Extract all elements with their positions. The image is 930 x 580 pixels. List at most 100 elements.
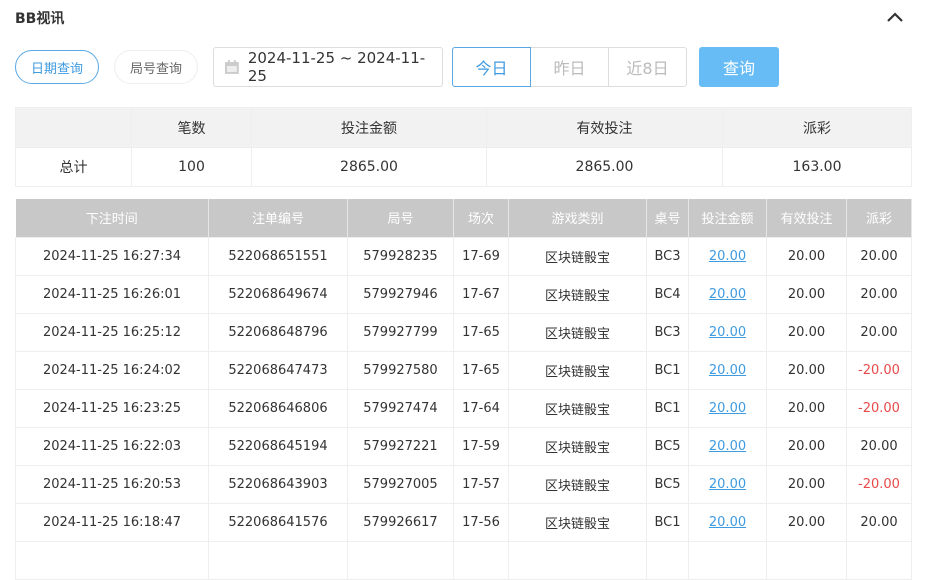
table-cell: 2024-11-25 16:25:12 (15, 312, 209, 352)
table-cell: 522068651551 (208, 236, 348, 276)
table-cell: -20.00 (846, 350, 912, 390)
table-cell: BC1 (646, 350, 689, 390)
table-cell: 20.00 (846, 312, 912, 352)
bet-amount-link[interactable]: 20.00 (708, 400, 747, 416)
table-row: 2024-11-25 16:23:25 522068646806 579927474… (15, 388, 912, 428)
table-cell: 17-56 (453, 502, 509, 542)
table-cell: 区块链骰宝 (508, 426, 647, 466)
table-cell: 区块链骰宝 (508, 388, 647, 428)
table-cell: 20.00 (766, 426, 847, 466)
table-cell: -20.00 (846, 388, 912, 428)
query-button[interactable]: 查询 (699, 47, 779, 87)
chevron-up-icon[interactable] (884, 8, 906, 26)
table-cell: 2024-11-25 16:22:03 (15, 426, 209, 466)
bet-amount-link[interactable]: 20.00 (708, 438, 747, 454)
column-header: 游戏类别 (508, 199, 647, 237)
column-header: 派彩 (846, 199, 912, 237)
bet-amount-link[interactable]: 20.00 (708, 286, 747, 302)
table-row (15, 540, 912, 580)
table-cell: 522068645194 (208, 426, 348, 466)
table-cell: 20.00 (766, 274, 847, 314)
table-cell: 20.00 (688, 426, 767, 466)
table-cell: 20.00 (766, 236, 847, 276)
table-cell (646, 540, 689, 580)
today-button[interactable]: 今日 (452, 47, 531, 87)
table-cell: 2024-11-25 16:26:01 (15, 274, 209, 314)
table-cell: 17-57 (453, 464, 509, 504)
table-cell: 579928235 (347, 236, 454, 276)
table-row: 2024-11-25 16:27:34 522068651551 579928235… (15, 236, 912, 276)
summary-cell: 2865.00 (486, 147, 723, 187)
table-cell: 20.00 (766, 388, 847, 428)
bet-amount-link[interactable]: 20.00 (708, 362, 747, 378)
table-cell: 17-65 (453, 312, 509, 352)
summary-header (15, 107, 132, 148)
calendar-icon (224, 60, 239, 74)
table-cell: 522068649674 (208, 274, 348, 314)
column-header: 注单编号 (208, 199, 348, 237)
column-header: 桌号 (646, 199, 689, 237)
column-header: 局号 (347, 199, 454, 237)
table-cell: BC5 (646, 426, 689, 466)
table-cell: 17-64 (453, 388, 509, 428)
table-row: 2024-11-25 16:22:03 522068645194 579927221… (15, 426, 912, 466)
table-cell: 区块链骰宝 (508, 312, 647, 352)
table-cell (766, 540, 847, 580)
table-cell: 20.00 (846, 502, 912, 542)
summary-header: 笔数 (131, 107, 252, 148)
summary-table: 笔数 投注金额 有效投注 派彩 总计 100 2865.00 2865.00 163.00 (15, 107, 912, 187)
table-cell (508, 540, 647, 580)
bet-amount-link[interactable]: 20.00 (708, 324, 747, 340)
table-cell: 522068647473 (208, 350, 348, 390)
table-cell: 2024-11-25 16:27:34 (15, 236, 209, 276)
table-cell: 2024-11-25 16:24:02 (15, 350, 209, 390)
last-8-days-button[interactable]: 近8日 (608, 47, 687, 87)
table-cell (15, 540, 209, 580)
table-cell: 20.00 (846, 426, 912, 466)
table-cell: 20.00 (766, 464, 847, 504)
table-cell: 区块链骰宝 (508, 464, 647, 504)
column-header: 场次 (453, 199, 509, 237)
table-cell: 579927474 (347, 388, 454, 428)
table-cell: 522068648796 (208, 312, 348, 352)
table-cell: 579926617 (347, 502, 454, 542)
table-cell: 20.00 (688, 274, 767, 314)
bet-amount-link[interactable]: 20.00 (708, 248, 747, 264)
table-cell: 20.00 (688, 502, 767, 542)
table-cell: 17-67 (453, 274, 509, 314)
table-cell: 20.00 (766, 312, 847, 352)
table-cell: BC5 (646, 464, 689, 504)
table-cell: 20.00 (688, 464, 767, 504)
bet-amount-link[interactable]: 20.00 (708, 476, 747, 492)
table-row: 2024-11-25 16:26:01 522068649674 579927946… (15, 274, 912, 314)
table-cell: 17-65 (453, 350, 509, 390)
table-cell: 区块链骰宝 (508, 502, 647, 542)
table-cell: 20.00 (846, 274, 912, 314)
bet-amount-link[interactable]: 20.00 (708, 514, 747, 530)
summary-header: 派彩 (722, 107, 912, 148)
table-cell: 20.00 (766, 502, 847, 542)
date-query-tab[interactable]: 日期查询 (15, 50, 99, 84)
table-cell: 522068641576 (208, 502, 348, 542)
column-header: 有效投注 (766, 199, 847, 237)
table-cell: 17-59 (453, 426, 509, 466)
table-cell: 579927221 (347, 426, 454, 466)
table-row: 2024-11-25 16:25:12 522068648796 579927799… (15, 312, 912, 352)
table-cell: -20.00 (846, 464, 912, 504)
column-header: 下注时间 (15, 199, 209, 237)
summary-cell: 163.00 (722, 147, 912, 187)
table-cell (347, 540, 454, 580)
summary-header: 有效投注 (486, 107, 723, 148)
table-cell: 20.00 (766, 350, 847, 390)
table-row: 2024-11-25 16:20:53 522068643903 579927005… (15, 464, 912, 504)
yesterday-button[interactable]: 昨日 (530, 47, 609, 87)
round-query-tab[interactable]: 局号查询 (114, 50, 198, 84)
column-header: 投注金额 (688, 199, 767, 237)
table-cell: 522068643903 (208, 464, 348, 504)
date-range-picker[interactable]: 2024-11-25 ~ 2024-11-25 (213, 47, 443, 87)
table-cell: BC3 (646, 312, 689, 352)
date-range-value: 2024-11-25 ~ 2024-11-25 (247, 49, 426, 85)
bet-records-table: 下注时间 注单编号 局号 场次 游戏类别 桌号 投注金额 有效投注 派彩 2024-11-25 1… (15, 199, 912, 580)
table-cell: 20.00 (688, 350, 767, 390)
table-cell: 区块链骰宝 (508, 350, 647, 390)
